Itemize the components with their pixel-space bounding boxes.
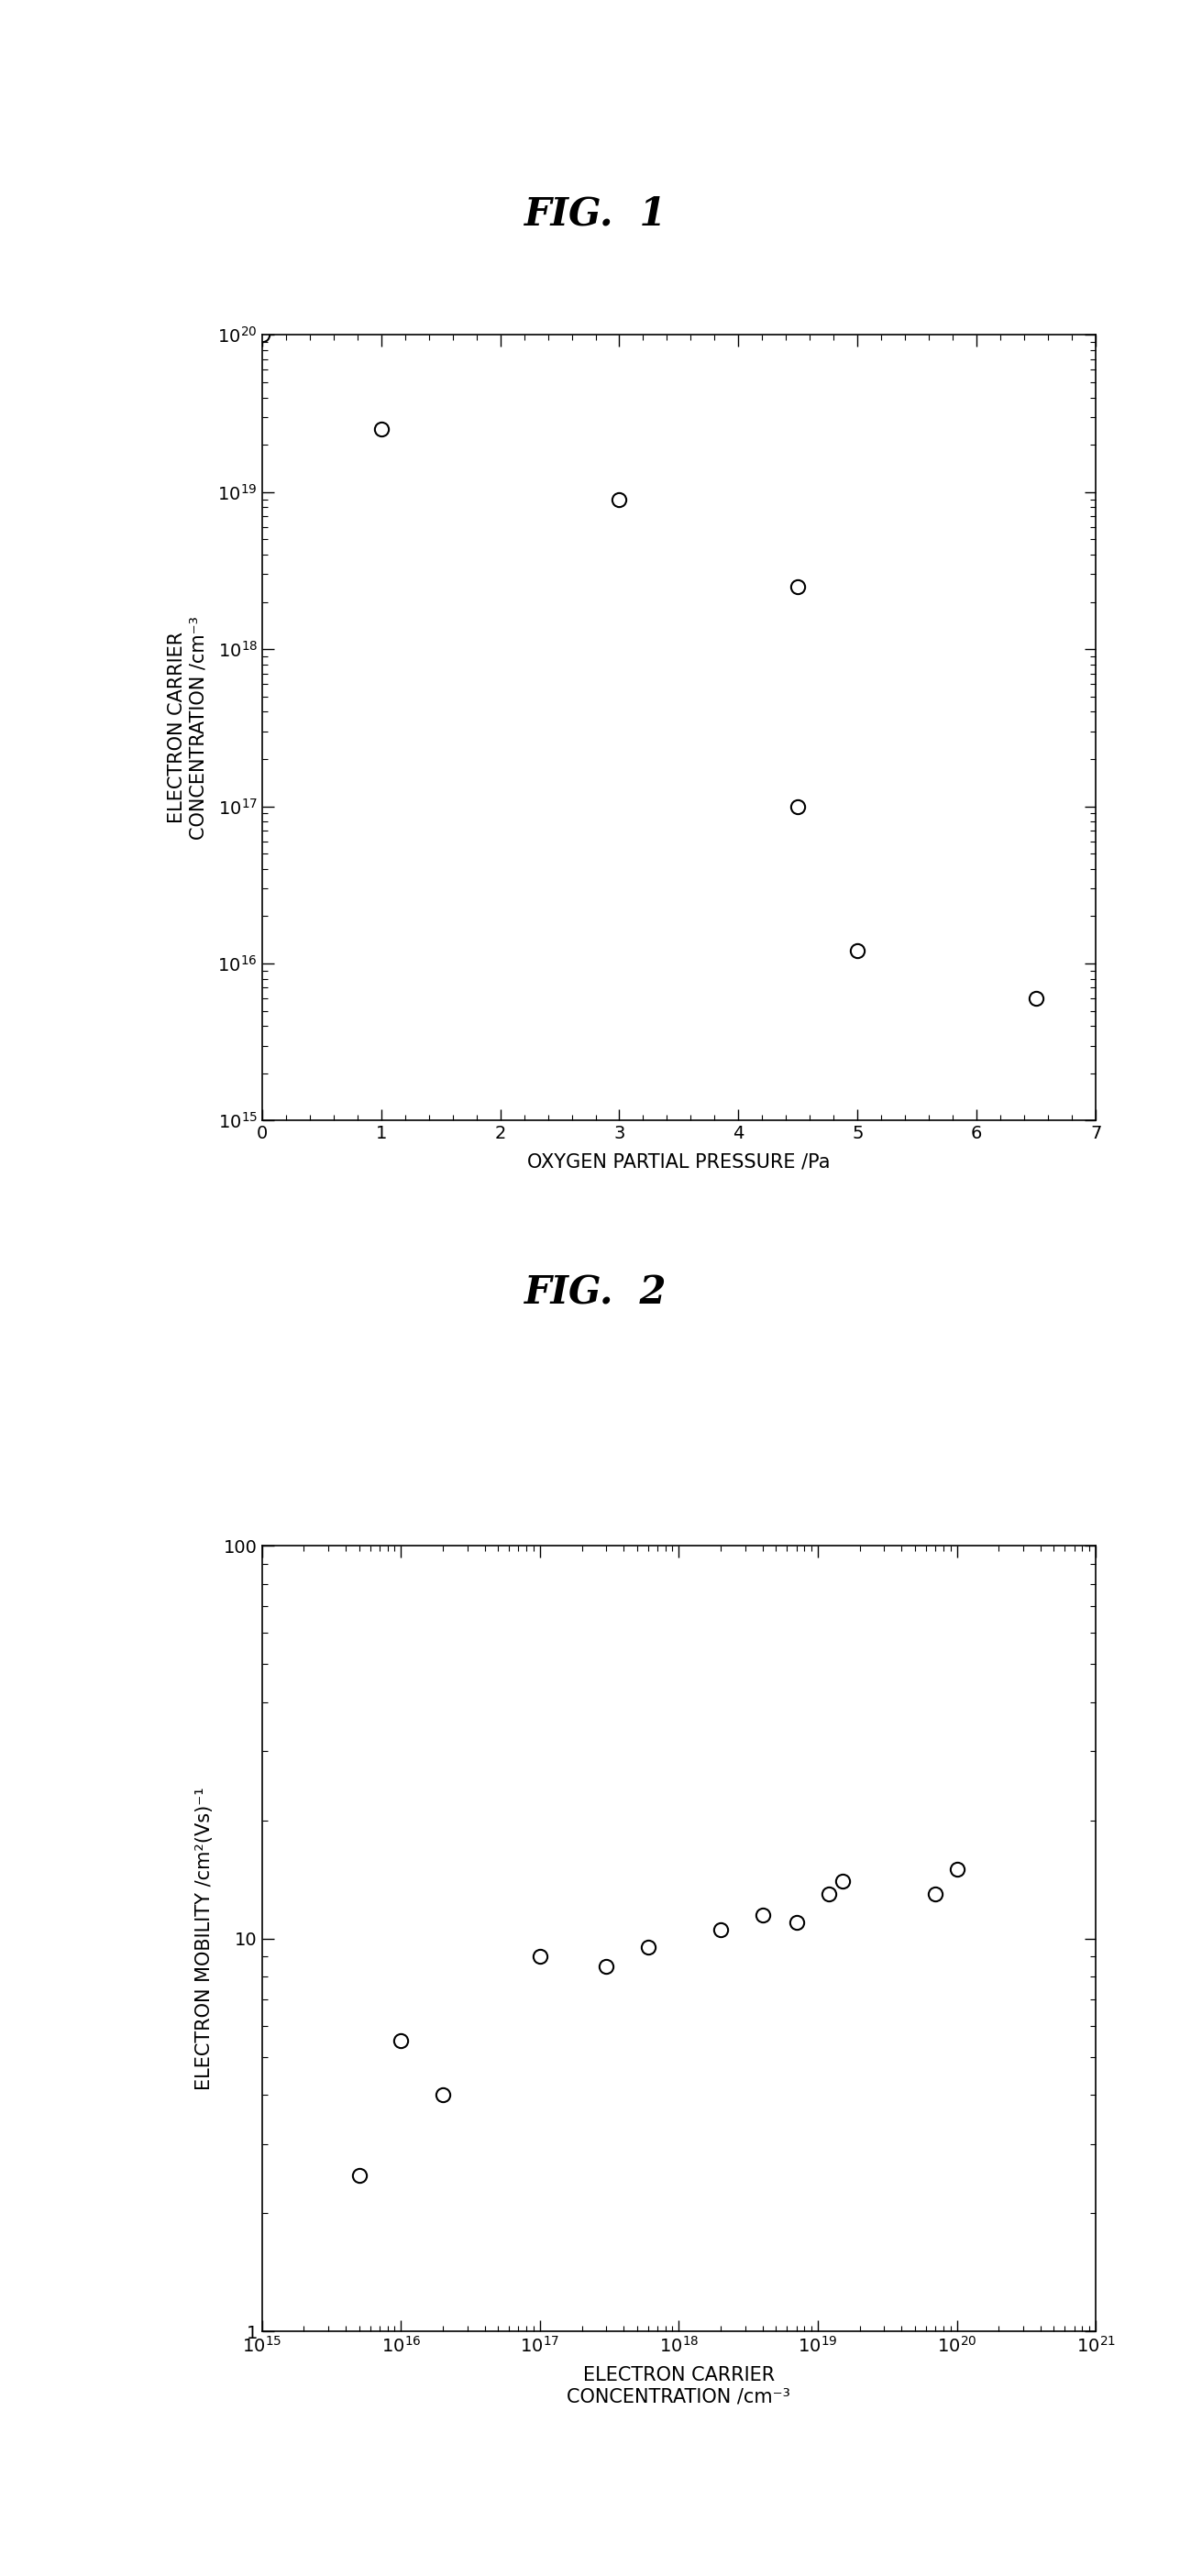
X-axis label: OXYGEN PARTIAL PRESSURE /Pa: OXYGEN PARTIAL PRESSURE /Pa (528, 1151, 830, 1172)
X-axis label: ELECTRON CARRIER
CONCENTRATION /cm⁻³: ELECTRON CARRIER CONCENTRATION /cm⁻³ (567, 2365, 791, 2406)
Y-axis label: ELECTRON CARRIER
CONCENTRATION /cm⁻³: ELECTRON CARRIER CONCENTRATION /cm⁻³ (168, 616, 207, 840)
Text: FIG.  1: FIG. 1 (524, 196, 667, 232)
Y-axis label: ELECTRON MOBILITY /cm²(Vs)⁻¹: ELECTRON MOBILITY /cm²(Vs)⁻¹ (195, 1788, 213, 2089)
Text: FIG.  2: FIG. 2 (524, 1275, 667, 1311)
